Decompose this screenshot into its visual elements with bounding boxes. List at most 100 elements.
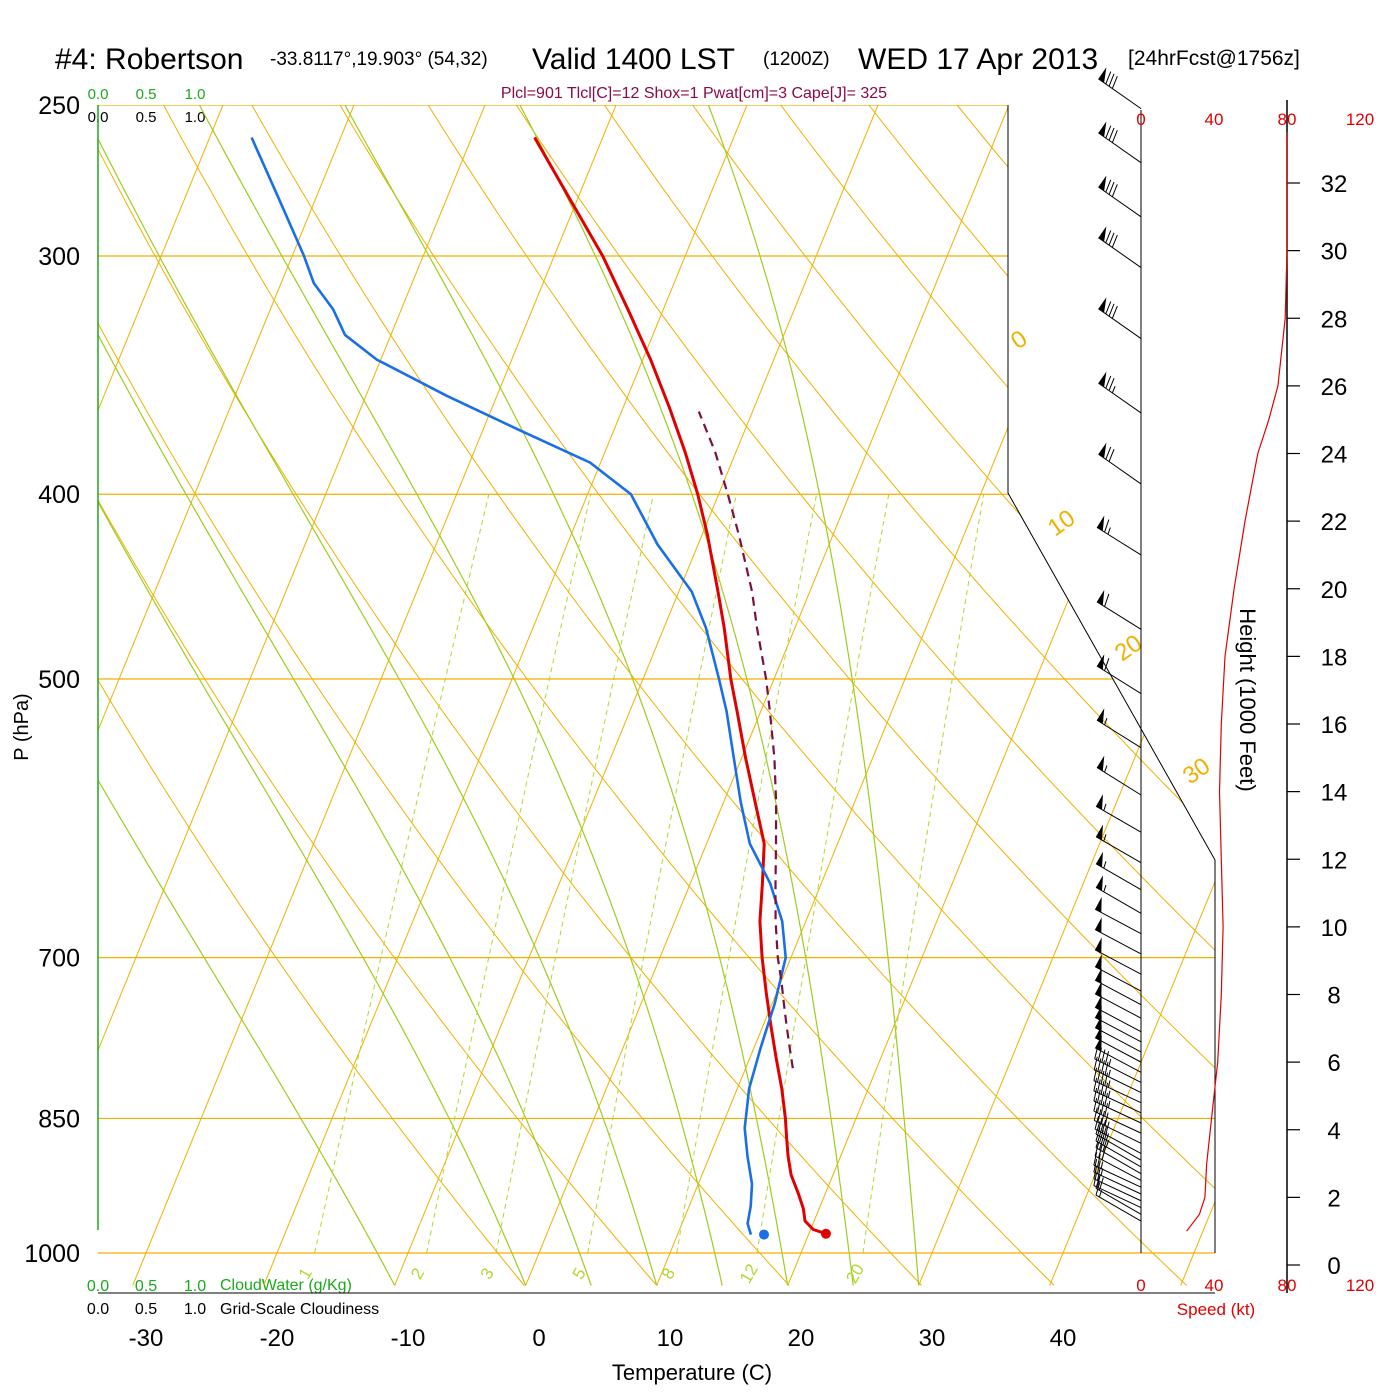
wind-barb-feather [1097,1153,1101,1168]
wind-barb-feather [1105,375,1112,389]
wind-barb [1095,875,1142,914]
top-cloudiness-tick: 1.0 [185,109,206,126]
wind-barb [1094,954,1142,992]
wind-barb-staff [1094,949,1142,975]
wind-barb [1094,1115,1142,1154]
wind-speed-profile-line [1186,132,1288,1232]
pressure-tick-label: 500 [38,666,80,694]
height-tick-label: 14 [1321,780,1348,807]
speed-tick-label-top: 40 [1205,110,1224,129]
height-tick-label: 20 [1321,577,1348,604]
isotherm-line [98,105,493,1286]
diagram-background-lines [98,105,1215,1286]
wind-barb-staff [1094,979,1142,1006]
wind-barb-feather [1104,1061,1109,1076]
wind-barb-feather [1097,1109,1102,1123]
bottom-cloudwater-tick: 1.0 [184,1278,206,1295]
wind-barb-staff [1098,453,1142,485]
isotherm-line [1180,105,1215,1286]
station-title: #4: Robertson [55,43,243,76]
wind-barb-feather [1108,127,1115,141]
wind-barb-half-feather [1107,1090,1111,1098]
top-cloudwater-scale: 0.0 0.5 1.0 [88,86,206,103]
wind-barb-staff [1093,1090,1142,1114]
wind-barb-half-feather [1108,1069,1111,1077]
top-cloudiness-scale: 0.0 0.5 1.0 [88,109,206,126]
wind-barb-feather [1102,1138,1108,1152]
wind-barb-staff [1095,886,1142,914]
top-cloudwater-tick: 1.0 [185,86,206,103]
dry-adiabat-line [98,105,525,1286]
wind-barb-feather [1105,230,1112,244]
wind-barb-feather [1095,1134,1101,1148]
wind-barb-feather [1101,1119,1107,1133]
speed-tick-label-top: 0 [1136,110,1145,129]
plot-right-border [1007,105,1216,1253]
moist-adiabat-line [190,105,723,1286]
wind-barb-staff [1094,1128,1142,1154]
height-tick-label: 28 [1321,306,1348,333]
sounding-traces [250,136,831,1240]
wind-barb [1098,226,1142,268]
station-coords: -33.8117°,19.903° (54,32) [270,49,488,70]
bottom-cloudiness-tick: 0.0 [87,1301,109,1318]
wind-barb-staff [1094,1047,1142,1073]
wind-barb-pennant [1098,121,1107,137]
wind-barb-pennant [1096,654,1105,670]
wind-barb-feather [1093,1067,1098,1081]
moist-adiabat-line [98,105,592,1286]
wind-barb-staff [1095,1133,1142,1161]
isotherm-label: 0 [1006,325,1032,355]
isotherm-line [525,105,1017,1286]
wind-barb-pennant [1095,937,1102,954]
isotherm-label: 20 [1110,629,1147,666]
wind-barb-feather [1094,1115,1100,1130]
wind-barb-staff [1096,767,1142,796]
dry-adiabat-line [98,105,923,1286]
wind-barb [1093,1098,1142,1134]
isotherm-line [918,105,1215,1286]
wind-barb-staff [1093,1171,1142,1195]
wind-barb-staff [1094,1037,1142,1063]
wind-barb-pennant [1096,851,1103,868]
wind-barb-pennant [1095,967,1102,984]
height-tick-label: 12 [1321,847,1348,874]
dry-adiabat-line [943,105,1215,1286]
wind-barb-staff [1094,1006,1142,1033]
dry-adiabat-line [855,105,1215,1286]
wind-barb-half-feather [1103,803,1107,811]
wind-barb [1095,1134,1142,1175]
wind-barb-half-feather [1108,1059,1112,1067]
wind-barb-half-feather [1111,386,1116,394]
wind-barb-feather [1111,305,1118,319]
wind-barb-pennant [1098,226,1107,242]
wind-barb-feather [1098,1136,1104,1150]
wind-barb-feather [1104,1072,1109,1086]
dry-adiabat-line [98,105,658,1286]
utc-time: (1200Z) [763,49,830,70]
wind-barb-feather [1111,184,1118,197]
wind-barb-feather [1098,1144,1103,1159]
bottom-cloudiness-tick: 0.5 [135,1301,157,1318]
wind-barb-feather [1105,446,1112,460]
height-tick-label: 16 [1321,712,1348,739]
wind-barb [1093,1056,1142,1094]
wind-barb-feather [1105,125,1112,139]
top-cloudwater-tick: 0.5 [136,86,157,103]
wind-barb-staff [1095,1140,1142,1168]
wind-barb-pennant [1096,755,1105,772]
speed-tick-label-bottom: 40 [1205,1276,1224,1295]
wind-barb-staff [1093,1110,1142,1134]
wind-barb-feather [1100,1081,1105,1095]
forecast-info: [24hrFcst@1756z] [1128,47,1300,70]
wind-barb [1098,175,1142,218]
pressure-tick-label: 1000 [24,1240,80,1268]
wind-barb-feather [1108,449,1115,462]
wind-barb-staff [1095,1194,1142,1222]
wind-barb-staff [1094,993,1142,1019]
wind-barb-staff [1098,186,1142,218]
temperature-tick-label: -20 [260,1325,295,1352]
wind-barb [1094,937,1142,975]
moist-adiabat-line [98,105,658,1286]
